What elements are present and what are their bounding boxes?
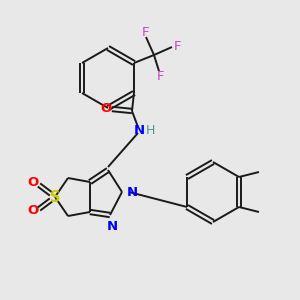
Text: F: F: [142, 26, 150, 38]
Text: O: O: [27, 176, 39, 190]
Text: N: N: [127, 185, 138, 199]
Text: N: N: [106, 220, 118, 233]
Text: F: F: [174, 40, 182, 53]
Text: O: O: [100, 103, 112, 116]
Text: O: O: [27, 205, 39, 218]
Text: N: N: [134, 124, 145, 136]
Text: H: H: [145, 124, 155, 136]
Text: S: S: [50, 190, 60, 205]
Text: F: F: [157, 70, 165, 83]
